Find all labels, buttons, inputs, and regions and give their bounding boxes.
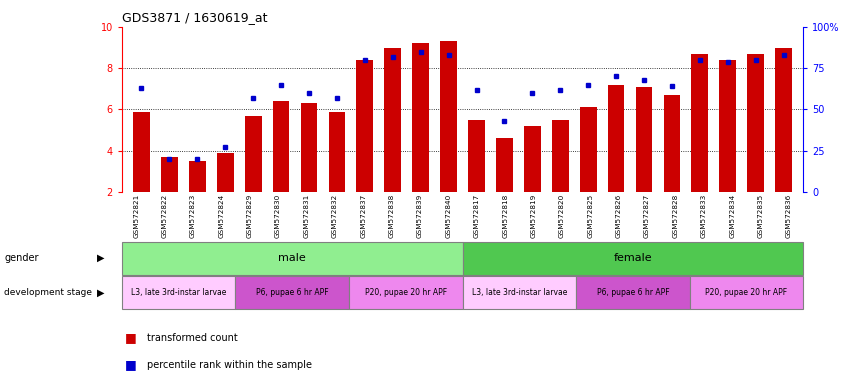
Bar bbox=[189, 161, 206, 192]
Bar bbox=[664, 95, 680, 192]
Text: GSM572834: GSM572834 bbox=[729, 194, 735, 238]
Bar bbox=[636, 87, 653, 192]
Bar bbox=[235, 276, 349, 309]
Text: P6, pupae 6 hr APF: P6, pupae 6 hr APF bbox=[596, 288, 669, 297]
Text: GSM572818: GSM572818 bbox=[502, 194, 508, 238]
Text: L3, late 3rd-instar larvae: L3, late 3rd-instar larvae bbox=[472, 288, 567, 297]
Bar bbox=[272, 101, 289, 192]
Text: GSM572822: GSM572822 bbox=[161, 194, 167, 238]
Text: GSM572832: GSM572832 bbox=[332, 194, 338, 238]
Bar bbox=[300, 103, 317, 192]
Bar bbox=[412, 43, 429, 192]
Text: GSM572825: GSM572825 bbox=[587, 194, 593, 238]
Bar bbox=[122, 242, 463, 275]
Text: GSM572817: GSM572817 bbox=[473, 194, 479, 238]
Bar bbox=[576, 276, 690, 309]
Text: ▶: ▶ bbox=[97, 253, 104, 263]
Text: GSM572833: GSM572833 bbox=[701, 194, 706, 238]
Bar bbox=[357, 60, 373, 192]
Text: P6, pupae 6 hr APF: P6, pupae 6 hr APF bbox=[256, 288, 329, 297]
Text: GSM572819: GSM572819 bbox=[531, 194, 537, 238]
Text: GSM572835: GSM572835 bbox=[758, 194, 764, 238]
Bar bbox=[440, 41, 457, 192]
Text: percentile rank within the sample: percentile rank within the sample bbox=[147, 360, 312, 370]
Text: GDS3871 / 1630619_at: GDS3871 / 1630619_at bbox=[122, 12, 267, 25]
Bar bbox=[748, 54, 764, 192]
Text: transformed count: transformed count bbox=[147, 333, 238, 343]
Text: ■: ■ bbox=[124, 331, 136, 344]
Text: ▶: ▶ bbox=[97, 288, 104, 298]
Bar bbox=[608, 85, 625, 192]
Text: GSM572839: GSM572839 bbox=[417, 194, 423, 238]
Text: gender: gender bbox=[4, 253, 39, 263]
Text: GSM572826: GSM572826 bbox=[616, 194, 621, 238]
Text: ■: ■ bbox=[124, 358, 136, 371]
Text: P20, pupae 20 hr APF: P20, pupae 20 hr APF bbox=[365, 288, 447, 297]
Bar bbox=[122, 276, 235, 309]
Text: GSM572838: GSM572838 bbox=[389, 194, 394, 238]
Bar bbox=[217, 153, 234, 192]
Bar bbox=[719, 60, 736, 192]
Bar bbox=[133, 111, 150, 192]
Text: GSM572820: GSM572820 bbox=[559, 194, 565, 238]
Bar bbox=[690, 276, 803, 309]
Bar bbox=[691, 54, 708, 192]
Text: GSM572827: GSM572827 bbox=[644, 194, 650, 238]
Text: GSM572837: GSM572837 bbox=[360, 194, 366, 238]
Text: female: female bbox=[614, 253, 652, 263]
Bar bbox=[552, 120, 569, 192]
Bar bbox=[579, 108, 596, 192]
Bar bbox=[524, 126, 541, 192]
Bar bbox=[463, 242, 803, 275]
Text: male: male bbox=[278, 253, 306, 263]
Bar bbox=[349, 276, 463, 309]
Text: P20, pupae 20 hr APF: P20, pupae 20 hr APF bbox=[706, 288, 787, 297]
Bar bbox=[329, 111, 346, 192]
Text: L3, late 3rd-instar larvae: L3, late 3rd-instar larvae bbox=[131, 288, 226, 297]
Text: GSM572840: GSM572840 bbox=[446, 194, 452, 238]
Bar bbox=[463, 276, 576, 309]
Bar bbox=[496, 138, 513, 192]
Text: GSM572828: GSM572828 bbox=[673, 194, 679, 238]
Text: GSM572829: GSM572829 bbox=[246, 194, 252, 238]
Text: GSM572821: GSM572821 bbox=[133, 194, 139, 238]
Bar bbox=[468, 120, 485, 192]
Bar bbox=[775, 48, 792, 192]
Bar bbox=[161, 157, 177, 192]
Text: GSM572823: GSM572823 bbox=[190, 194, 196, 238]
Text: GSM572831: GSM572831 bbox=[304, 194, 309, 238]
Bar bbox=[245, 116, 262, 192]
Text: GSM572830: GSM572830 bbox=[275, 194, 281, 238]
Text: GSM572824: GSM572824 bbox=[219, 194, 225, 238]
Bar bbox=[384, 48, 401, 192]
Text: GSM572836: GSM572836 bbox=[786, 194, 792, 238]
Text: development stage: development stage bbox=[4, 288, 93, 297]
